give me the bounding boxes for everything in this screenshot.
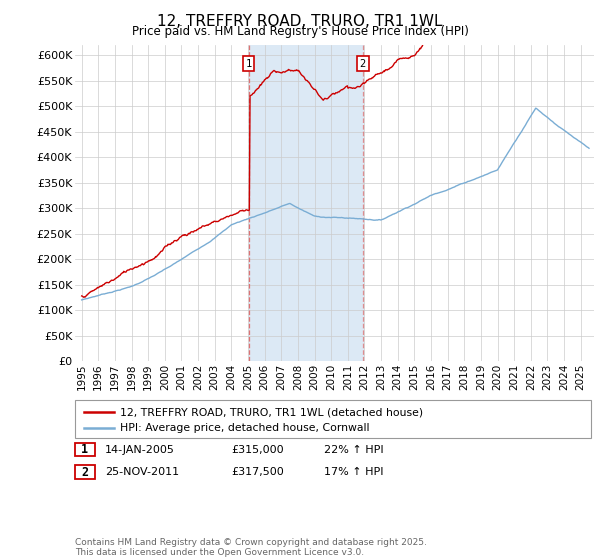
Bar [248,45,363,361]
Text: HPI: Average price, detached house, Cornwall: HPI: Average price, detached house, Corn… [120,423,370,433]
Text: 1: 1 [245,59,252,69]
Text: 12, TREFFRY ROAD, TRURO, TR1 1WL (detached house): 12, TREFFRY ROAD, TRURO, TR1 1WL (detach… [120,408,423,417]
Text: 2: 2 [82,465,88,479]
Text: 17% ↑ HPI: 17% ↑ HPI [324,467,383,477]
Text: £315,000: £315,000 [231,445,284,455]
Text: 22% ↑ HPI: 22% ↑ HPI [324,445,383,455]
Text: 2: 2 [359,59,366,69]
Text: 12, TREFFRY ROAD, TRURO, TR1 1WL: 12, TREFFRY ROAD, TRURO, TR1 1WL [157,14,443,29]
Text: Contains HM Land Registry data © Crown copyright and database right 2025.
This d: Contains HM Land Registry data © Crown c… [75,538,427,557]
Text: 14-JAN-2005: 14-JAN-2005 [105,445,175,455]
Text: 1: 1 [82,443,88,456]
Text: £317,500: £317,500 [231,467,284,477]
Text: 25-NOV-2011: 25-NOV-2011 [105,467,179,477]
Text: Price paid vs. HM Land Registry's House Price Index (HPI): Price paid vs. HM Land Registry's House … [131,25,469,38]
